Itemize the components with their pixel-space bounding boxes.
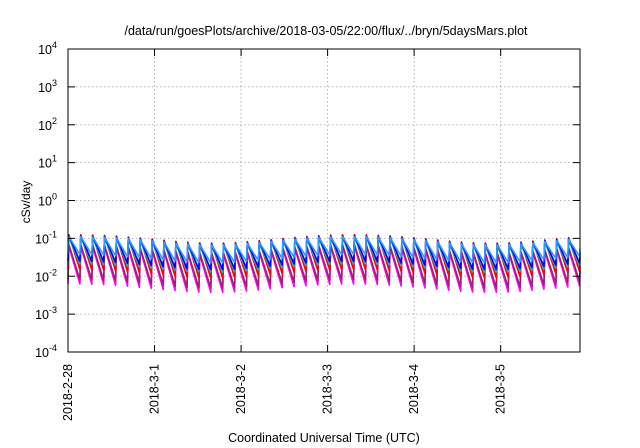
x-tick-label: 2018-3-1 [148, 364, 162, 414]
x-tick-label: 2018-3-2 [234, 364, 248, 414]
x-tick-label: 2018-3-4 [407, 364, 421, 414]
x-axis-label: Coordinated Universal Time (UTC) [228, 431, 420, 445]
series-layer [67, 233, 581, 294]
y-tick-label: 104 [38, 40, 57, 57]
y-tick-label: 103 [38, 78, 57, 95]
y-axis-label: cSv/day [19, 181, 33, 224]
x-tick-label: 2018-2-28 [61, 364, 75, 421]
y-tick-label: 10-2 [35, 267, 57, 284]
x-tick-label: 2018-3-5 [494, 364, 508, 414]
x-tick-label: 2018-3-3 [321, 364, 335, 414]
chart-title: /data/run/goesPlots/archive/2018-03-05/2… [124, 24, 528, 38]
y-tick-label: 10-4 [35, 343, 57, 360]
series-line [67, 243, 581, 289]
y-tick-label: 10-3 [35, 305, 57, 322]
grid [68, 49, 580, 352]
y-tick-label: 100 [38, 192, 57, 209]
axes: 10-4 10-3 10-2 10-1 100 101 102 103 104 2018-2-28… [35, 40, 580, 421]
y-tick-label: 102 [38, 116, 57, 133]
y-tick-label: 10-1 [35, 229, 57, 246]
series-line [67, 235, 581, 264]
y-tick-label: 101 [38, 154, 57, 171]
